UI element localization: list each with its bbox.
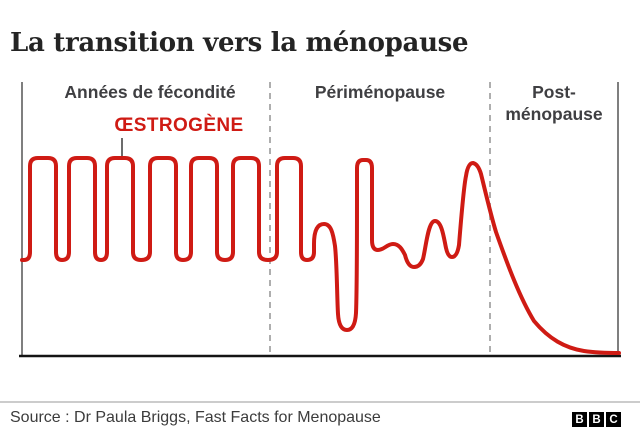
footer-divider — [0, 401, 640, 403]
phase-label-perimenopause: Périménopause — [315, 82, 446, 102]
page-title: La transition vers la ménopause — [10, 28, 469, 59]
series-label-oestrogene: ŒSTROGÈNE — [114, 114, 243, 136]
bbc-logo-block-b1: B — [572, 412, 587, 427]
source-credit: Source : Dr Paula Briggs, Fast Facts for… — [10, 409, 381, 426]
bbc-logo-block-b2: B — [589, 412, 604, 427]
phase-label-fertility-years: Années de fécondité — [64, 82, 235, 102]
estrogen-curve — [20, 156, 621, 355]
phase-label-postmenopause-line2: ménopause — [505, 104, 603, 124]
bbc-logo-block-c: C — [606, 412, 621, 427]
phase-label-postmenopause-line1: Post- — [532, 82, 576, 102]
bbc-logo: B B C — [572, 412, 621, 427]
